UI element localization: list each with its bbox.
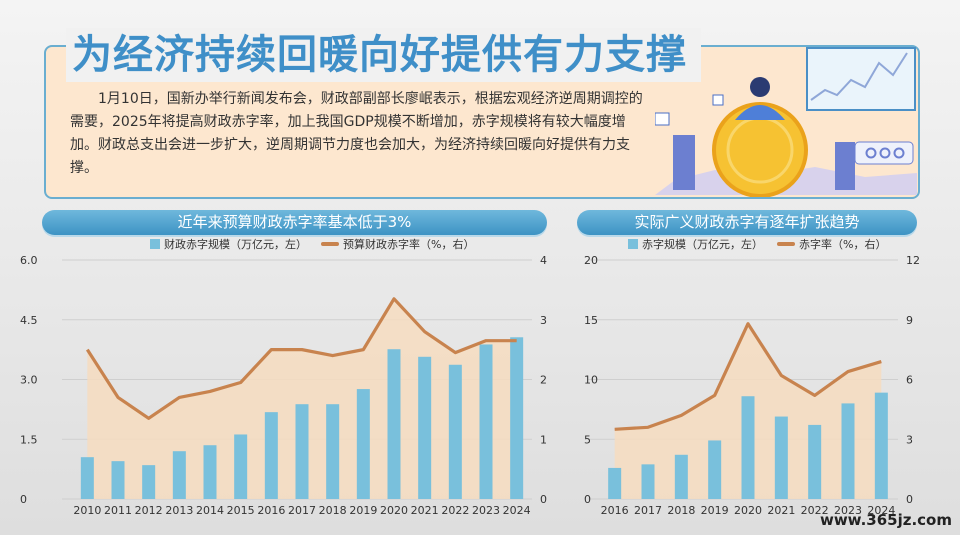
- x-axis-tick-label: 2013: [165, 504, 193, 517]
- right-axis-tick-label: 9: [906, 314, 913, 327]
- right-axis-tick-label: 0: [540, 493, 547, 506]
- right-axis-tick-label: 0: [906, 493, 913, 506]
- right-axis-tick-label: 1: [540, 433, 547, 446]
- small-window-icon: [655, 112, 670, 126]
- bar: [608, 467, 622, 499]
- left-axis-tick-label: 6.0: [20, 254, 38, 267]
- bar: [808, 424, 822, 499]
- bar: [295, 404, 309, 499]
- small-window-icon-2: [712, 94, 724, 106]
- left-axis-tick-label: 4.5: [20, 314, 38, 327]
- bar: [387, 349, 401, 499]
- finance-illustration: [655, 47, 917, 197]
- chart2-legend: 赤字规模（万亿元，左） 赤字率（%，右）: [628, 236, 886, 252]
- bar: [111, 461, 125, 499]
- right-axis-tick-label: 4: [540, 254, 547, 267]
- building-icon-2: [835, 142, 855, 190]
- chart1-legend: 财政赤字规模（万亿元，左） 预算财政赤字率（%，右）: [150, 236, 474, 252]
- x-axis-tick-label: 2022: [801, 504, 829, 517]
- cycle-icon: [865, 147, 877, 159]
- cycle-icon: [879, 147, 891, 159]
- x-axis-tick-label: 2015: [227, 504, 255, 517]
- bar: [448, 364, 462, 499]
- bar: [172, 451, 186, 499]
- bar: [80, 457, 94, 499]
- left-axis-tick-label: 20: [584, 254, 598, 267]
- x-axis-tick-label: 2022: [441, 504, 469, 517]
- left-axis-tick-label: 5: [584, 433, 591, 446]
- bar: [841, 403, 855, 499]
- x-axis-tick-label: 2018: [667, 504, 695, 517]
- legend-item-line: 预算财政赤字率（%，右）: [343, 238, 475, 251]
- bar: [674, 454, 688, 499]
- right-axis-tick-label: 3: [906, 433, 913, 446]
- page-title: 为经济持续回暖向好提供有力支撑: [66, 28, 701, 82]
- x-axis-tick-label: 2018: [319, 504, 347, 517]
- x-axis-tick-label: 2017: [634, 504, 662, 517]
- right-axis-tick-label: 12: [906, 254, 920, 267]
- bar: [326, 404, 340, 499]
- bar: [234, 434, 248, 499]
- x-axis-tick-label: 2010: [73, 504, 101, 517]
- line-area-fill: [87, 298, 517, 499]
- chart-board-icon: [854, 141, 914, 165]
- screen-wave-icon: [810, 52, 908, 101]
- intro-paragraph: 1月10日，国新办举行新闻发布会，财政部副部长廖岷表示，根据宏观经济逆周期调控的…: [70, 91, 643, 176]
- right-axis-tick-label: 6: [906, 374, 913, 387]
- x-axis-tick-label: 2017: [288, 504, 316, 517]
- x-axis-tick-label: 2019: [349, 504, 377, 517]
- x-axis-tick-label: 2014: [196, 504, 224, 517]
- legend-item-bar: 财政赤字规模（万亿元，左）: [164, 238, 307, 251]
- bar: [264, 412, 278, 499]
- x-axis-tick-label: 2023: [834, 504, 862, 517]
- legend-item-bar: 赤字规模（万亿元，左）: [642, 238, 763, 251]
- left-axis-tick-label: 0: [20, 493, 27, 506]
- left-axis-tick-label: 10: [584, 374, 598, 387]
- x-axis-tick-label: 2020: [734, 504, 762, 517]
- person-body-icon: [735, 105, 785, 120]
- bar: [479, 344, 493, 499]
- bar: [874, 392, 888, 499]
- bar: [418, 356, 432, 499]
- right-axis-tick-label: 2: [540, 374, 547, 387]
- cycle-icon: [893, 147, 905, 159]
- x-axis-tick-label: 2011: [104, 504, 132, 517]
- bar: [641, 464, 655, 499]
- x-axis-tick-label: 2021: [767, 504, 795, 517]
- left-axis-tick-label: 1.5: [20, 433, 38, 446]
- x-axis-tick-label: 2024: [867, 504, 895, 517]
- x-axis-tick-label: 2019: [701, 504, 729, 517]
- right-axis-tick-label: 3: [540, 314, 547, 327]
- legend-bar-swatch: [150, 239, 160, 249]
- x-axis-tick-label: 2024: [503, 504, 531, 517]
- legend-line-swatch: [777, 242, 795, 246]
- bar: [741, 396, 755, 499]
- x-axis-tick-label: 2021: [411, 504, 439, 517]
- left-axis-tick-label: 0: [584, 493, 591, 506]
- watermark: www.365jz.com: [819, 511, 952, 529]
- building-icon: [673, 135, 695, 190]
- chart1-title: 近年来预算财政赤字率基本低于3%: [42, 210, 547, 235]
- bar: [774, 416, 788, 499]
- screen-panel-icon: [806, 47, 916, 111]
- legend-line-swatch: [321, 242, 339, 246]
- legend-bar-swatch: [628, 239, 638, 249]
- left-axis-tick-label: 3.0: [20, 374, 38, 387]
- person-head-icon: [750, 77, 770, 97]
- bar: [356, 389, 370, 499]
- legend-item-line: 赤字率（%，右）: [799, 238, 887, 251]
- left-axis-tick-label: 15: [584, 314, 598, 327]
- chart2-title: 实际广义财政赤字有逐年扩张趋势: [577, 210, 917, 235]
- x-axis-tick-label: 2016: [257, 504, 285, 517]
- bar: [142, 465, 156, 499]
- x-axis-tick-label: 2012: [135, 504, 163, 517]
- x-axis-tick-label: 2016: [601, 504, 629, 517]
- bar: [203, 445, 217, 499]
- bar: [708, 440, 722, 499]
- x-axis-tick-label: 2020: [380, 504, 408, 517]
- bar: [510, 337, 524, 499]
- x-axis-tick-label: 2023: [472, 504, 500, 517]
